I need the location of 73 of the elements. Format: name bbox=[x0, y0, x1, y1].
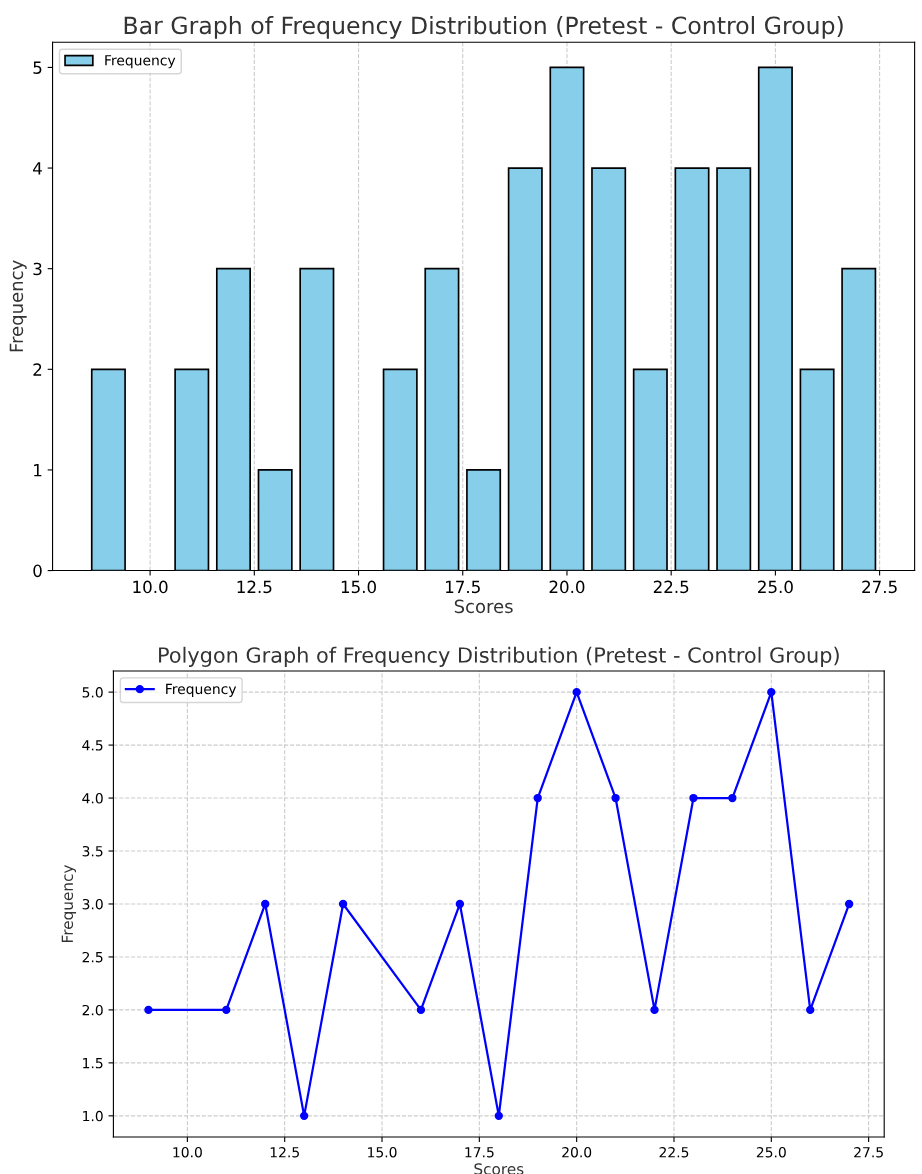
x-tick-label: 27.5 bbox=[854, 1146, 883, 1158]
bar bbox=[174, 368, 210, 571]
x-axis-title: Scores bbox=[454, 599, 513, 614]
point bbox=[455, 899, 465, 909]
x-tick-label: 10.0 bbox=[173, 1146, 202, 1158]
bar bbox=[549, 66, 585, 571]
bar bbox=[757, 66, 793, 571]
point bbox=[299, 1111, 309, 1121]
bar bbox=[591, 167, 627, 571]
x-tick-label: 17.5 bbox=[446, 580, 480, 594]
x-tick-label: 20.0 bbox=[562, 1146, 592, 1158]
bar bbox=[716, 167, 752, 571]
x-tick-label: 17.5 bbox=[465, 1147, 494, 1158]
x-tick-label: 22.5 bbox=[659, 1146, 689, 1158]
x-tick-label: 15.0 bbox=[368, 1146, 397, 1158]
point bbox=[572, 687, 581, 697]
y-tick-label: 0 bbox=[33, 564, 42, 578]
chart-title: Bar Graph of Frequency Distribution (Pretest - Control Group) bbox=[124, 15, 843, 39]
y-tick-label: 4.5 bbox=[82, 740, 103, 751]
chart-title: Polygon Graph of Frequency Distribution (Pretest - Control Group) bbox=[159, 646, 839, 667]
point bbox=[494, 1111, 503, 1121]
y-axis-title: Frequency bbox=[61, 864, 77, 942]
bar bbox=[674, 167, 710, 571]
y-tick-label: 2.0 bbox=[82, 1004, 103, 1016]
y-tick-label: 1.0 bbox=[83, 1110, 103, 1122]
bar bbox=[215, 267, 251, 571]
legend-label: Frequency bbox=[105, 55, 176, 69]
y-tick-label: 2 bbox=[33, 363, 42, 376]
bar bbox=[382, 368, 418, 571]
point bbox=[806, 1005, 815, 1015]
point bbox=[261, 899, 270, 909]
point bbox=[416, 1005, 426, 1015]
y-tick-label: 5 bbox=[33, 61, 42, 74]
y-tick-label: 2.5 bbox=[82, 951, 103, 963]
x-tick-label: 25.0 bbox=[758, 580, 793, 594]
point bbox=[767, 687, 776, 697]
point bbox=[338, 899, 348, 909]
point bbox=[844, 899, 854, 909]
x-tick-label: 27.5 bbox=[862, 580, 897, 594]
y-tick-label: 1 bbox=[34, 464, 42, 477]
x-tick-label: 25.0 bbox=[756, 1146, 786, 1158]
y-tick-label: 4.0 bbox=[82, 793, 103, 804]
y-tick-label: 4 bbox=[33, 162, 42, 175]
bar bbox=[424, 267, 460, 571]
point bbox=[689, 793, 698, 803]
y-tick-label: 3 bbox=[33, 262, 42, 276]
x-axis-title: Scores bbox=[474, 1163, 524, 1174]
x-tick-label: 20.0 bbox=[549, 580, 585, 594]
bar bbox=[257, 469, 293, 571]
y-tick-label: 1.5 bbox=[83, 1058, 103, 1069]
y-tick-label: 5.0 bbox=[82, 687, 103, 698]
bar bbox=[841, 267, 877, 571]
bar bbox=[632, 368, 668, 571]
bar bbox=[466, 469, 502, 571]
point bbox=[728, 793, 737, 803]
point bbox=[144, 1005, 153, 1015]
y-tick-label: 3.5 bbox=[82, 845, 103, 857]
bar bbox=[799, 368, 835, 571]
x-tick-label: 12.5 bbox=[270, 1146, 299, 1158]
y-tick-label: 3.0 bbox=[82, 898, 103, 910]
x-tick-label: 15.0 bbox=[341, 580, 376, 594]
x-tick-label: 10.0 bbox=[133, 580, 168, 594]
bar bbox=[299, 267, 335, 571]
point bbox=[650, 1005, 659, 1015]
point bbox=[611, 793, 620, 803]
point bbox=[222, 1005, 231, 1015]
y-axis-title: Frequency bbox=[9, 260, 27, 352]
x-tick-label: 22.5 bbox=[653, 580, 689, 594]
x-tick-label: 12.5 bbox=[237, 580, 272, 594]
point bbox=[533, 793, 542, 803]
legend-label: Frequency bbox=[166, 683, 237, 697]
bar bbox=[90, 368, 126, 571]
bar bbox=[507, 167, 543, 571]
